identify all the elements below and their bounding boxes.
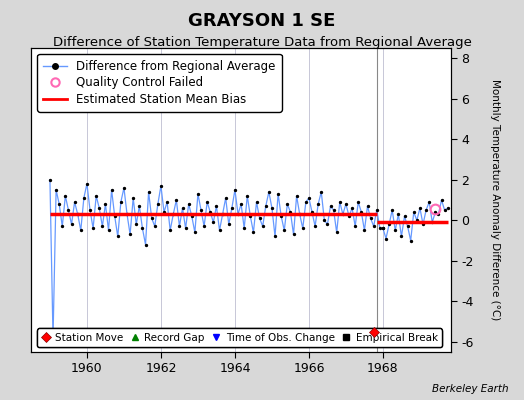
Legend: Station Move, Record Gap, Time of Obs. Change, Empirical Break: Station Move, Record Gap, Time of Obs. C…	[37, 328, 442, 347]
Text: Berkeley Earth: Berkeley Earth	[432, 384, 508, 394]
Text: GRAYSON 1 SE: GRAYSON 1 SE	[188, 12, 336, 30]
Text: Difference of Station Temperature Data from Regional Average: Difference of Station Temperature Data f…	[52, 36, 472, 49]
Y-axis label: Monthly Temperature Anomaly Difference (°C): Monthly Temperature Anomaly Difference (…	[490, 79, 500, 321]
